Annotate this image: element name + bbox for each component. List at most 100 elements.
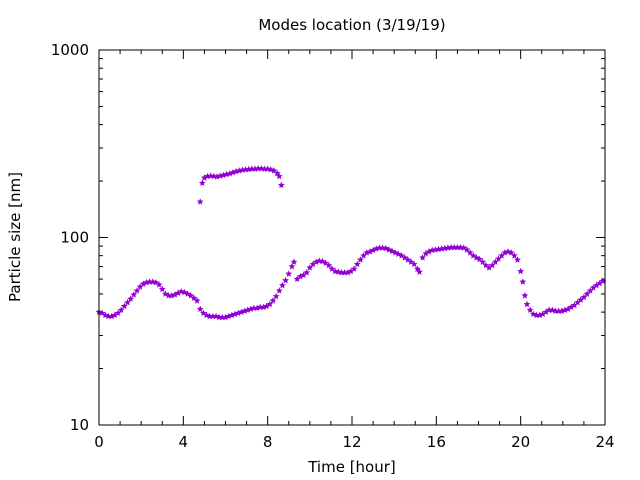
data-point	[485, 264, 493, 271]
data-point	[476, 255, 483, 263]
data-point	[410, 260, 418, 268]
data-point	[171, 291, 179, 298]
data-point	[136, 283, 144, 290]
data-point	[155, 281, 163, 288]
data-point	[306, 264, 314, 271]
y-tick-label: 10	[70, 416, 89, 434]
x-tick-label: 16	[427, 433, 446, 451]
data-point	[491, 258, 499, 265]
data-point	[479, 258, 487, 265]
data-point	[174, 289, 182, 297]
data-point	[120, 302, 128, 310]
data-point	[466, 249, 474, 256]
data-point	[263, 302, 271, 310]
data-point	[190, 294, 198, 302]
data-point	[117, 306, 125, 314]
x-tick-label: 24	[595, 433, 614, 451]
data-point	[360, 252, 368, 259]
data-point	[521, 291, 529, 299]
data-point	[574, 298, 582, 306]
data-point	[350, 265, 358, 272]
data-point	[277, 181, 285, 189]
data-point	[357, 256, 364, 263]
data-point	[133, 287, 141, 294]
data-point	[571, 301, 578, 309]
data-point	[422, 250, 430, 257]
data-point	[589, 284, 597, 291]
data-points	[95, 165, 607, 321]
data-point	[290, 258, 298, 265]
data-point	[416, 268, 423, 275]
data-point	[196, 198, 204, 205]
data-point	[200, 174, 208, 181]
data-point	[139, 280, 147, 287]
data-point	[510, 252, 518, 259]
x-tick-label: 0	[94, 433, 104, 451]
data-point	[272, 292, 280, 300]
data-point	[580, 293, 588, 301]
data-point	[198, 179, 206, 187]
data-point	[567, 303, 575, 311]
data-point	[285, 270, 293, 277]
y-axis-label: Particle size [nm]	[6, 172, 24, 302]
data-point	[419, 254, 427, 261]
data-point	[275, 287, 283, 294]
data-point	[498, 252, 506, 259]
data-point	[266, 300, 274, 308]
data-point	[296, 272, 304, 280]
data-point	[542, 308, 550, 316]
data-point	[325, 261, 333, 269]
data-point	[269, 297, 277, 304]
data-point	[293, 275, 301, 283]
data-point	[275, 172, 283, 180]
data-point	[507, 249, 515, 256]
data-point	[564, 305, 572, 313]
data-point	[463, 246, 471, 253]
x-tick-label: 12	[342, 433, 361, 451]
data-point	[158, 285, 166, 293]
data-point	[369, 246, 377, 254]
data-point	[495, 255, 502, 262]
data-point	[114, 309, 122, 317]
data-point	[309, 260, 317, 268]
chart-title: Modes location (3/19/19)	[258, 16, 445, 34]
data-point	[300, 271, 307, 279]
data-point	[526, 306, 534, 314]
data-point	[344, 268, 352, 276]
plot-frame	[98, 49, 606, 426]
x-tick-label: 20	[511, 433, 530, 451]
data-point	[282, 276, 290, 284]
y-tick-label: 100	[60, 229, 89, 247]
data-point	[366, 248, 374, 255]
data-point	[488, 261, 496, 269]
axis-ticks	[98, 49, 606, 426]
data-point	[425, 248, 433, 255]
data-point	[514, 256, 521, 263]
y-tick-label: 1000	[51, 41, 89, 59]
data-point	[288, 262, 296, 270]
data-point	[303, 268, 311, 276]
x-tick-label: 8	[263, 433, 273, 451]
data-point	[519, 278, 527, 285]
data-point	[539, 310, 547, 318]
tick-labels: 0 4 8 12 16 20 24 10 100 1000	[51, 41, 615, 451]
data-point	[586, 287, 594, 294]
data-point	[523, 300, 531, 308]
x-axis-label: Time [hour]	[307, 458, 396, 476]
data-point	[347, 267, 355, 275]
data-point	[111, 311, 119, 319]
data-point	[583, 290, 591, 297]
data-point	[353, 260, 361, 268]
data-point	[196, 305, 204, 313]
data-point	[517, 267, 525, 275]
data-point	[279, 281, 286, 289]
data-point	[124, 298, 131, 306]
data-point	[193, 297, 201, 304]
x-tick-label: 4	[179, 433, 189, 451]
data-point	[127, 295, 135, 302]
data-point	[596, 279, 604, 287]
data-point	[130, 291, 138, 298]
data-point	[593, 281, 600, 289]
data-point	[577, 296, 585, 303]
